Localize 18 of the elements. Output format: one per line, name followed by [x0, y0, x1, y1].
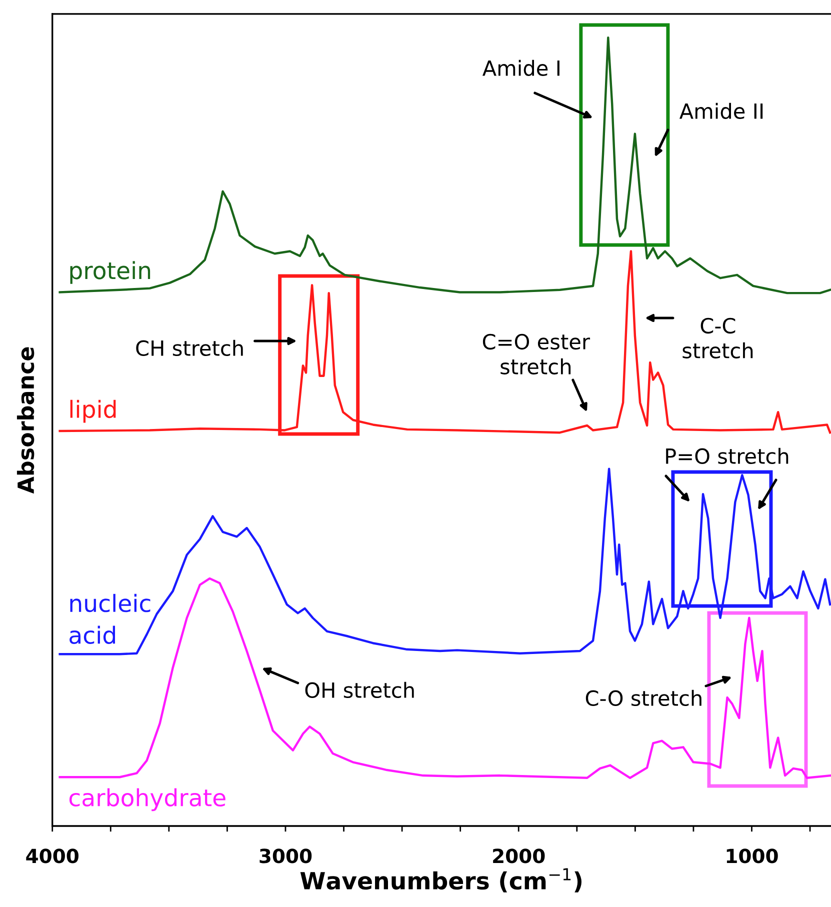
y-axis-title: Absorbance	[16, 347, 34, 494]
x-tick-label: 3000	[260, 848, 312, 864]
x-tick-label: 4000	[26, 848, 78, 864]
series-label: carbohydrate	[69, 788, 226, 812]
series-label: nucleic acid	[70, 594, 150, 644]
annotation: C=O ester stretch	[482, 334, 590, 374]
annotation: C-O stretch	[586, 690, 702, 706]
annotation: Amide I	[482, 60, 560, 76]
annotation: P=O stretch	[666, 448, 788, 464]
annotation: C-C stretch	[682, 318, 753, 358]
series-label: lipid	[70, 400, 116, 423]
annotation: Amide II	[679, 102, 763, 120]
series-label: protein	[70, 261, 150, 284]
annotation: CH stretch	[136, 340, 243, 356]
x-tick-label: 1000	[726, 848, 778, 864]
annotation: OH stretch	[305, 682, 414, 698]
x-axis-title: Wavenumbers (cm$^{−1}$)	[300, 868, 582, 892]
x-tick-label: 2000	[493, 848, 545, 864]
